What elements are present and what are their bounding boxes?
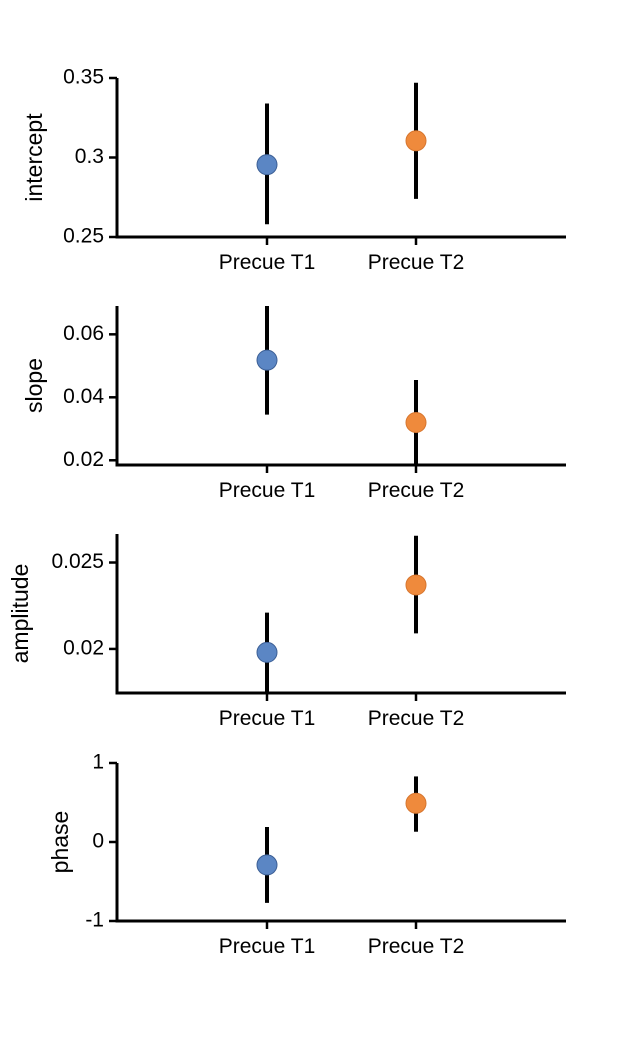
point-precue-t2: [405, 130, 427, 152]
y-axis-label: amplitude: [7, 564, 33, 664]
y-axis-label: intercept: [21, 113, 47, 202]
y-tick-label: -1: [85, 909, 104, 932]
point-precue-t2: [405, 574, 427, 596]
y-tick-label: 0.04: [63, 385, 104, 408]
point-precue-t2: [405, 792, 427, 814]
y-tick-label: 0.02: [63, 448, 104, 471]
y-tick-label: 0.02: [63, 636, 104, 659]
y-tick-label: 0.35: [63, 66, 104, 89]
x-tick-label: Precue T1: [219, 479, 316, 502]
y-axis-label: slope: [21, 358, 47, 413]
x-tick-label: Precue T1: [219, 935, 316, 958]
x-tick-label: Precue T2: [368, 479, 465, 502]
point-precue-t2: [405, 411, 427, 433]
x-tick-label: Precue T1: [219, 707, 316, 730]
y-tick-label: 0.025: [51, 550, 104, 573]
panel-slope: 0.02 0.04 0.06 Precue T1 Precue T2 slope: [21, 306, 566, 502]
y-tick-label: 0: [92, 830, 104, 853]
y-tick-label: 0.25: [63, 225, 104, 248]
point-precue-t1: [256, 641, 278, 663]
x-tick-label: Precue T2: [368, 707, 465, 730]
point-precue-t1: [256, 854, 278, 876]
x-tick-label: Precue T2: [368, 251, 465, 274]
x-tick-label: Precue T1: [219, 251, 316, 274]
x-tick-label: Precue T2: [368, 935, 465, 958]
y-tick-label: 0.3: [75, 145, 104, 168]
y-axis-label: phase: [47, 811, 73, 874]
panel-phase: -1 0 1 Precue T1 Precue T2 phase: [47, 751, 566, 958]
y-tick-label: 0.06: [63, 322, 104, 345]
panel-amplitude: 0.02 0.025 Precue T1 Precue T2 amplitude: [7, 534, 566, 730]
point-precue-t1: [256, 154, 278, 176]
panel-intercept: 0.25 0.3 0.35 Precue T1 Precue T2 intercept: [21, 66, 566, 274]
y-tick-label: 1: [92, 751, 104, 774]
point-precue-t1: [256, 349, 278, 371]
